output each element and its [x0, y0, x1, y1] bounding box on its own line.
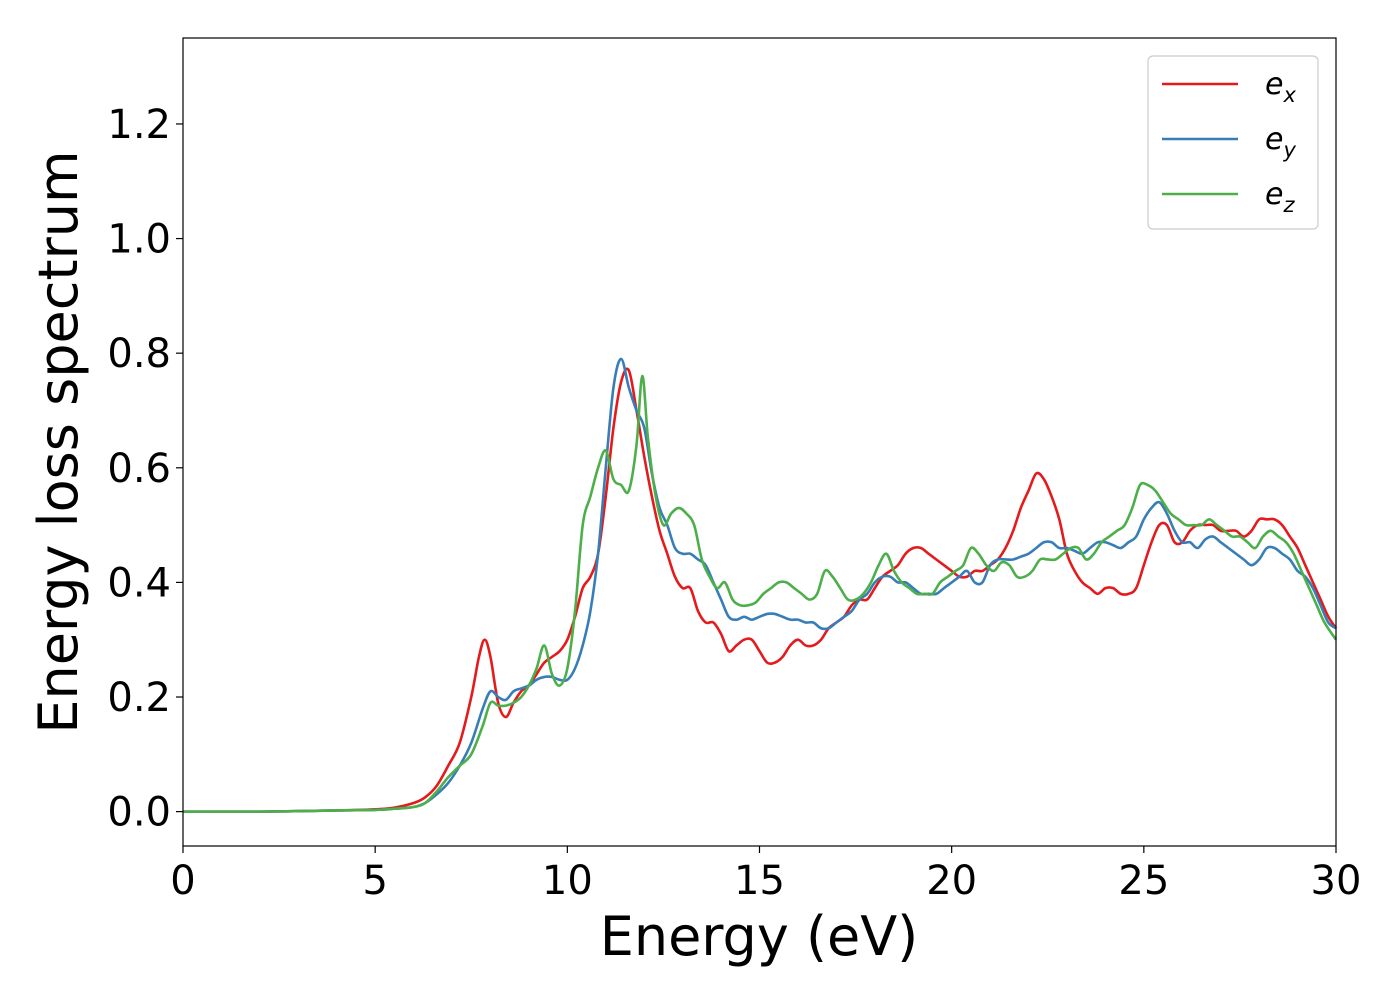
- series-line-x: [182, 367, 1338, 814]
- legend-label-base: e: [1265, 67, 1283, 102]
- legend-label-subscript: y: [1282, 138, 1296, 162]
- y-tick-label: 1.0: [107, 217, 171, 263]
- legend-label-z: ez: [1265, 177, 1295, 217]
- legend-label-x: ex: [1265, 67, 1296, 107]
- y-axis-title: Energy loss spectrum: [27, 150, 90, 733]
- series-line-z: [182, 374, 1338, 814]
- y-tick-label: 0.4: [107, 560, 171, 606]
- y-tick-label: 0.0: [107, 790, 171, 836]
- y-axis: 0.0 0.2 0.4 0.6 0.8 1.0 1.2: [107, 102, 183, 836]
- legend-label-subscript: z: [1282, 193, 1295, 217]
- legend-box: [1147, 55, 1319, 230]
- x-tick-label: 20: [926, 858, 977, 904]
- x-axis: 0 5 10 15 20 25 30: [170, 846, 1361, 904]
- legend-label-y: ey: [1265, 122, 1296, 162]
- y-tick-label: 0.2: [107, 675, 171, 721]
- legend-label-subscript: x: [1282, 83, 1296, 107]
- x-tick-label: 15: [734, 858, 785, 904]
- x-tick-label: 5: [362, 858, 387, 904]
- x-tick-label: 25: [1118, 858, 1169, 904]
- y-tick-label: 0.8: [107, 331, 171, 377]
- y-tick-label: 0.6: [107, 446, 171, 492]
- x-tick-label: 10: [542, 858, 593, 904]
- y-tick-label: 1.2: [107, 102, 171, 148]
- series-layer: [182, 357, 1338, 814]
- legend-label-base: e: [1265, 177, 1283, 212]
- series-line-y: [182, 357, 1337, 814]
- x-axis-title: Energy (eV): [600, 905, 919, 968]
- x-tick-label: 30: [1311, 858, 1362, 904]
- legend-label-base: e: [1265, 122, 1283, 157]
- x-tick-label: 0: [170, 858, 195, 904]
